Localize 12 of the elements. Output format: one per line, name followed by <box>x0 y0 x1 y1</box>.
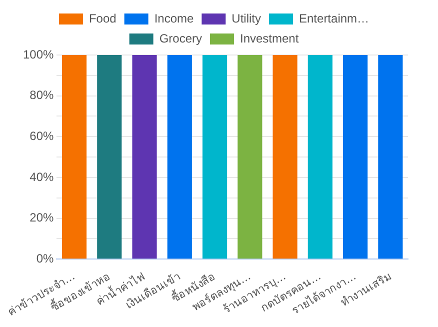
y-tick-label: 100% <box>22 47 54 62</box>
legend-label: Investment <box>240 31 300 46</box>
y-tick-label: 80% <box>30 88 54 102</box>
legend-label: Food <box>88 11 116 26</box>
y-tick-label: 20% <box>30 210 54 225</box>
legend-label: Income <box>154 11 194 26</box>
y-tick-label: 0% <box>36 251 54 266</box>
legend-label: Utility <box>232 11 262 26</box>
y-tick-label: 40% <box>30 170 54 184</box>
legend-label: Grocery <box>159 31 202 46</box>
legend-label: Entertainm… <box>299 11 370 26</box>
y-tick-label: 60% <box>30 128 54 143</box>
